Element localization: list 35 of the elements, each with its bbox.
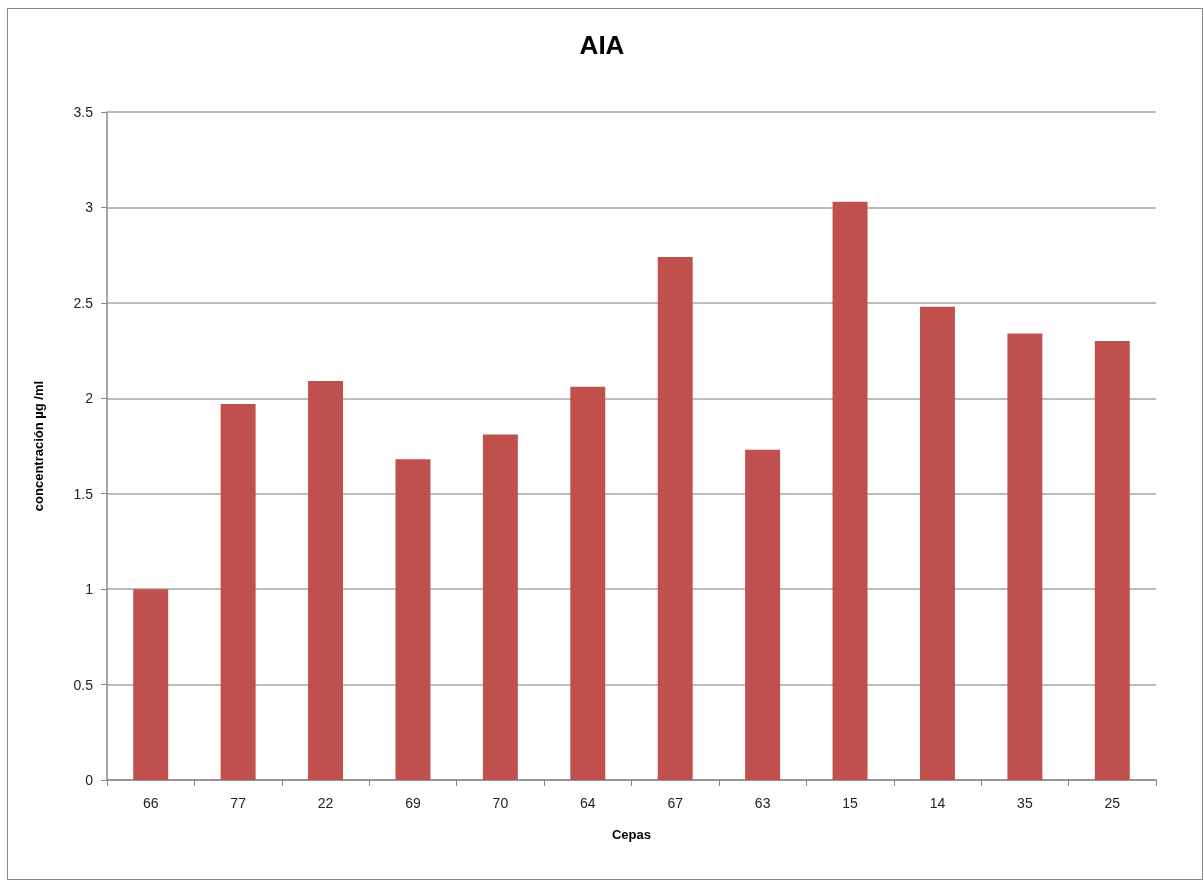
x-tick-label: 63 (754, 795, 771, 811)
bar (133, 589, 169, 780)
bar (220, 404, 256, 780)
y-tick-label: 1.5 (73, 485, 94, 502)
x-tick-label: 35 (1017, 795, 1033, 811)
y-tick-label: 0 (85, 772, 94, 788)
bar (657, 257, 693, 780)
bar (1094, 341, 1130, 780)
bar (482, 434, 518, 780)
x-tick-label: 77 (230, 795, 247, 811)
x-tick-label: 14 (929, 795, 946, 811)
bar (919, 306, 955, 780)
x-axis-title: Cepas (611, 827, 652, 842)
bar (745, 449, 781, 780)
x-tick-label: 64 (580, 795, 596, 811)
x-tick-label: 25 (1104, 795, 1121, 811)
y-tick-label: 3.5 (73, 104, 94, 120)
chart-title: AIA (579, 30, 625, 60)
y-tick-label: 2 (85, 390, 94, 407)
y-tick-label: 1 (85, 581, 94, 598)
y-tick-label: 0.5 (73, 676, 94, 693)
x-tick-label: 70 (492, 795, 509, 811)
y-tick-label: 2.5 (73, 294, 94, 311)
x-tick-label: 67 (667, 795, 684, 811)
y-axis-title: concentración µg /ml (31, 380, 46, 512)
bar (308, 381, 344, 780)
bar (832, 201, 868, 780)
x-tick-label: 69 (405, 795, 421, 811)
y-tick-label: 3 (85, 199, 94, 216)
x-tick-label: 66 (142, 795, 159, 811)
bar (570, 386, 606, 780)
x-tick-label: 22 (317, 795, 334, 811)
bar (395, 459, 431, 780)
x-tick-label: 15 (842, 795, 859, 811)
bar (1007, 333, 1043, 780)
